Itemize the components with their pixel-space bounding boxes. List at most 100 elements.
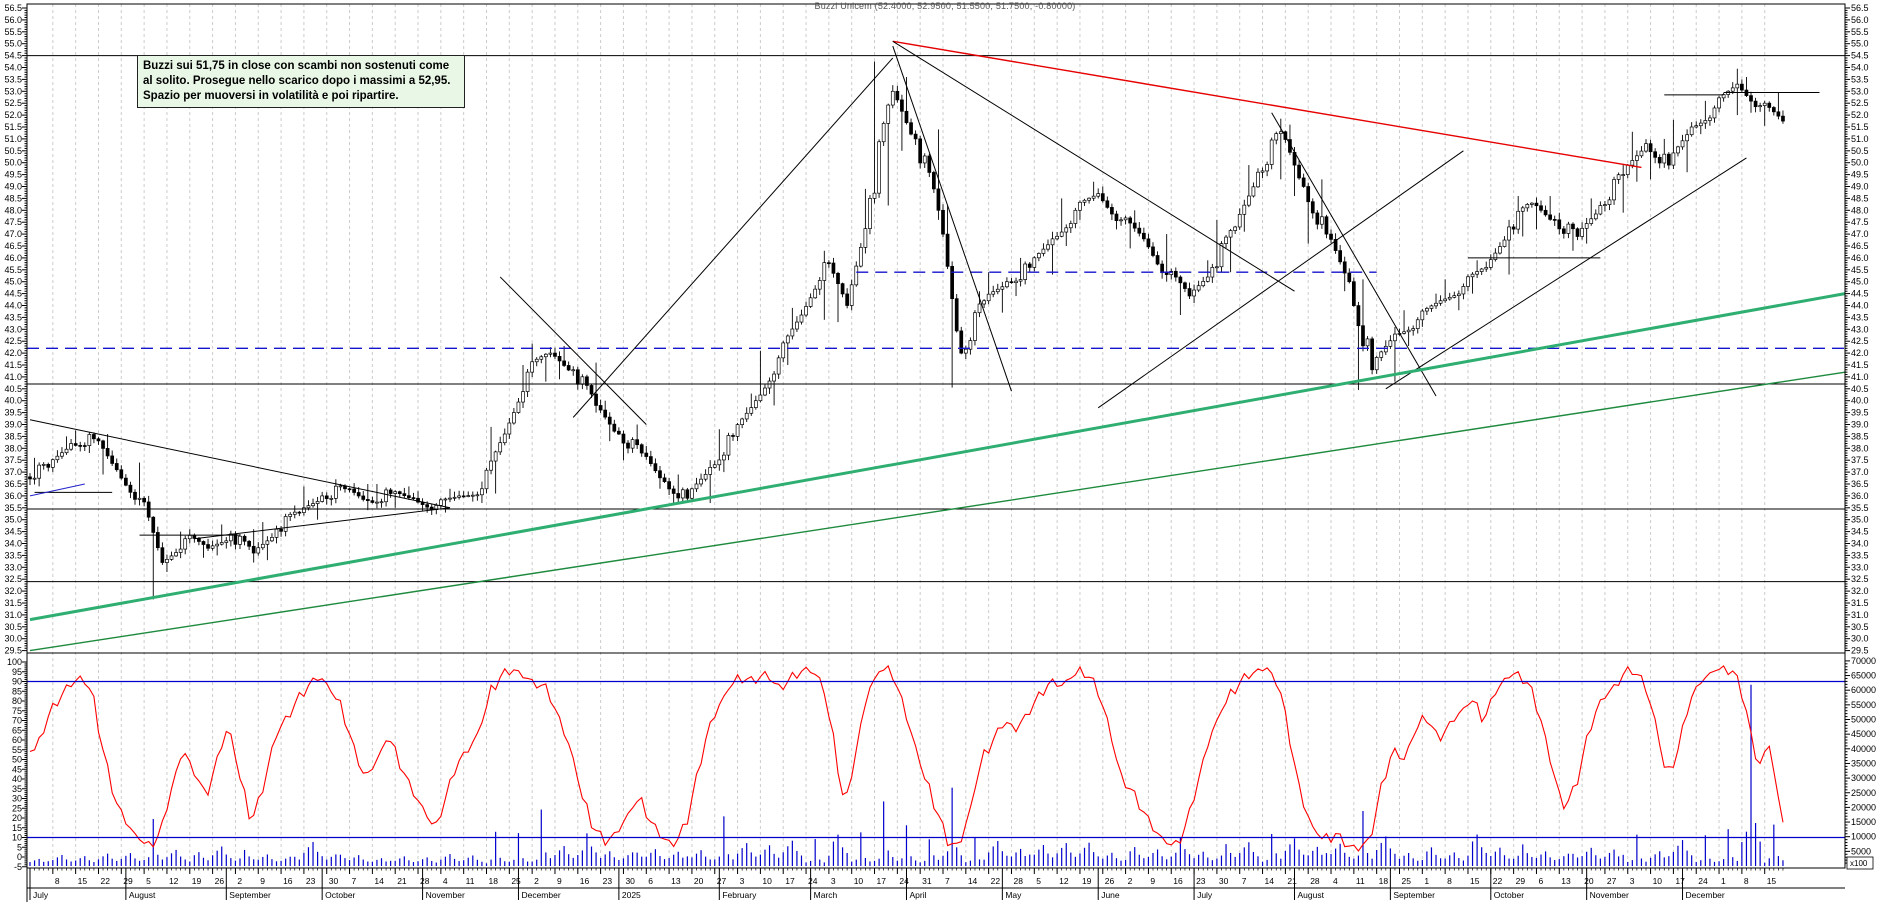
svg-text:35000: 35000 — [1851, 758, 1876, 768]
svg-text:55.5: 55.5 — [4, 27, 22, 37]
svg-text:16: 16 — [1173, 876, 1183, 886]
svg-text:100: 100 — [7, 657, 22, 667]
svg-text:29.5: 29.5 — [1851, 646, 1869, 656]
svg-text:16: 16 — [580, 876, 590, 886]
svg-text:35: 35 — [12, 784, 22, 794]
volume-unit-note: x100 — [1846, 856, 1874, 870]
svg-text:23: 23 — [306, 876, 316, 886]
svg-text:10: 10 — [1653, 876, 1663, 886]
svg-text:4: 4 — [1333, 876, 1338, 886]
x-axis: 8 15 22 29 5 12 19 26 2 9 16 23 30 7 14 21 28 4 11 18 25 2 9 16… — [26, 868, 1845, 902]
svg-text:November: November — [426, 890, 465, 900]
svg-text:14: 14 — [374, 876, 384, 886]
svg-text:October: October — [1494, 890, 1524, 900]
svg-text:35.0: 35.0 — [1851, 515, 1869, 525]
svg-text:40.5: 40.5 — [4, 384, 22, 394]
svg-text:39.5: 39.5 — [1851, 408, 1869, 418]
svg-text:21: 21 — [397, 876, 407, 886]
svg-text:20: 20 — [1584, 876, 1594, 886]
svg-text:45.5: 45.5 — [1851, 265, 1869, 275]
svg-text:12: 12 — [169, 876, 179, 886]
svg-text:85: 85 — [12, 686, 22, 696]
svg-text:14: 14 — [968, 876, 978, 886]
svg-text:29: 29 — [123, 876, 133, 886]
svg-text:32.5: 32.5 — [1851, 574, 1869, 584]
svg-text:56.0: 56.0 — [1851, 15, 1869, 25]
svg-text:52.5: 52.5 — [4, 98, 22, 108]
svg-text:30.5: 30.5 — [1851, 622, 1869, 632]
svg-text:48.0: 48.0 — [4, 205, 22, 215]
svg-text:45.5: 45.5 — [4, 265, 22, 275]
candles — [28, 61, 1785, 600]
svg-text:36.0: 36.0 — [1851, 491, 1869, 501]
svg-text:31.5: 31.5 — [4, 598, 22, 608]
svg-text:30.0: 30.0 — [1851, 634, 1869, 644]
svg-text:30: 30 — [12, 794, 22, 804]
svg-text:33.5: 33.5 — [1851, 550, 1869, 560]
svg-text:25000: 25000 — [1851, 788, 1876, 798]
svg-text:10: 10 — [854, 876, 864, 886]
annotation-line: Spazio per muoversi in volatilità e poi … — [143, 90, 399, 102]
svg-text:40.5: 40.5 — [1851, 384, 1869, 394]
svg-text:54.0: 54.0 — [4, 63, 22, 73]
svg-text:24: 24 — [1698, 876, 1708, 886]
svg-text:3: 3 — [1630, 876, 1635, 886]
svg-text:40: 40 — [12, 774, 22, 784]
svg-text:30: 30 — [625, 876, 635, 886]
svg-text:44.0: 44.0 — [4, 301, 22, 311]
svg-text:55.5: 55.5 — [1851, 27, 1869, 37]
svg-text:55000: 55000 — [1851, 700, 1876, 710]
svg-text:40000: 40000 — [1851, 744, 1876, 754]
price-levels — [27, 55, 1845, 583]
svg-text:7: 7 — [352, 876, 357, 886]
svg-text:43.5: 43.5 — [1851, 312, 1869, 322]
svg-text:15: 15 — [1767, 876, 1777, 886]
svg-text:65: 65 — [12, 725, 22, 735]
svg-text:75: 75 — [12, 706, 22, 716]
volume-bars — [29, 684, 1784, 866]
svg-text:50.0: 50.0 — [1851, 158, 1869, 168]
svg-text:56.0: 56.0 — [4, 15, 22, 25]
svg-text:13: 13 — [1561, 876, 1571, 886]
svg-text:42.0: 42.0 — [4, 348, 22, 358]
svg-text:5: 5 — [17, 842, 22, 852]
svg-text:April: April — [909, 890, 926, 900]
svg-text:95: 95 — [12, 667, 22, 677]
svg-text:30: 30 — [1219, 876, 1229, 886]
svg-text:90: 90 — [12, 677, 22, 687]
svg-text:25: 25 — [1402, 876, 1412, 886]
svg-text:42.5: 42.5 — [1851, 336, 1869, 346]
svg-text:47.5: 47.5 — [4, 217, 22, 227]
svg-text:28: 28 — [1310, 876, 1320, 886]
svg-text:28: 28 — [420, 876, 430, 886]
svg-text:September: September — [229, 890, 271, 900]
svg-text:August: August — [1298, 890, 1325, 900]
svg-text:25: 25 — [511, 876, 521, 886]
svg-text:56.5: 56.5 — [1851, 3, 1869, 13]
svg-text:5: 5 — [1036, 876, 1041, 886]
svg-text:10: 10 — [762, 876, 772, 886]
svg-text:5: 5 — [146, 876, 151, 886]
svg-text:49.5: 49.5 — [1851, 170, 1869, 180]
svg-text:1: 1 — [1721, 876, 1726, 886]
svg-text:3: 3 — [740, 876, 745, 886]
svg-text:36.0: 36.0 — [4, 491, 22, 501]
svg-text:30.5: 30.5 — [4, 622, 22, 632]
svg-text:37.5: 37.5 — [4, 455, 22, 465]
svg-text:11: 11 — [466, 876, 475, 886]
trendlines — [29, 40, 1846, 652]
svg-text:14: 14 — [1265, 876, 1275, 886]
svg-text:47.0: 47.0 — [1851, 229, 1869, 239]
svg-text:September: September — [1393, 890, 1435, 900]
svg-text:26: 26 — [215, 876, 225, 886]
annotation-line: al solito. Prosegue nello scarico dopo i… — [143, 75, 451, 87]
svg-text:43.0: 43.0 — [1851, 324, 1869, 334]
svg-text:29.5: 29.5 — [4, 646, 22, 656]
svg-text:21: 21 — [1287, 876, 1297, 886]
svg-text:0: 0 — [17, 852, 22, 862]
svg-text:7: 7 — [1242, 876, 1247, 886]
svg-text:2: 2 — [534, 876, 539, 886]
svg-text:35.0: 35.0 — [4, 515, 22, 525]
svg-text:15: 15 — [1470, 876, 1480, 886]
svg-text:37.0: 37.0 — [4, 467, 22, 477]
